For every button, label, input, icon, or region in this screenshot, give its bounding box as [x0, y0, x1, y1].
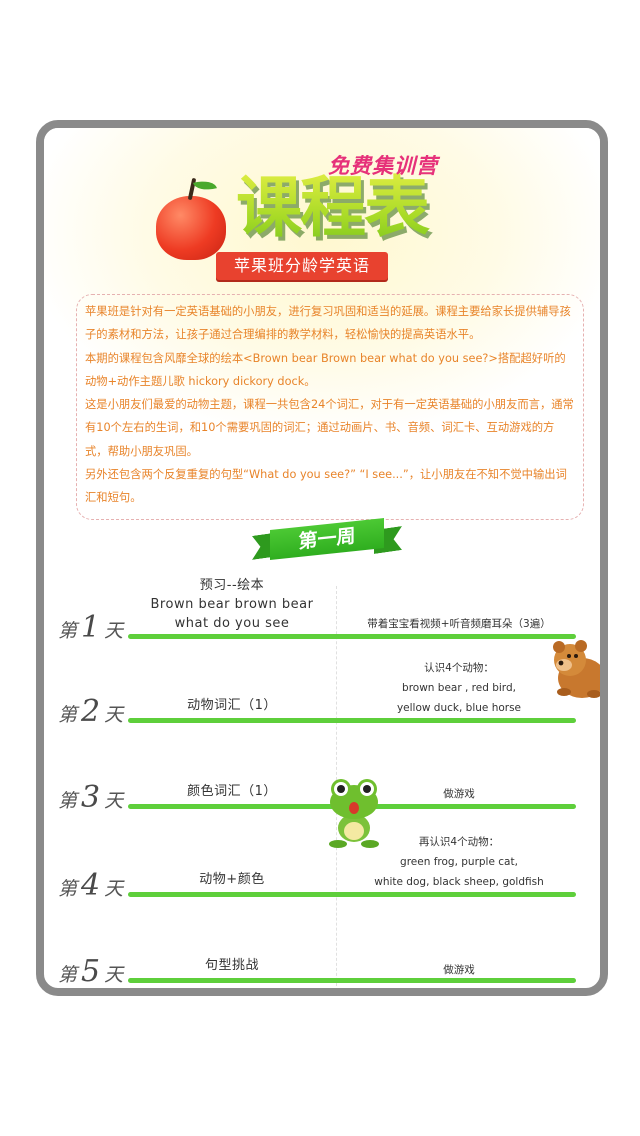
day-prefix: 第	[58, 964, 78, 986]
day-number: 3	[81, 780, 101, 815]
topic-line: 动物+颜色	[199, 872, 265, 887]
day-3-topic: 颜色词汇（1）	[128, 782, 336, 801]
intro-paragraph: 另外还包含两个反复重复的句型“What do you see?” “I see.…	[85, 468, 567, 505]
day-number: 1	[81, 610, 101, 645]
day-number: 5	[81, 954, 101, 989]
day-1-activity: 带着宝宝看视频+听音频磨耳朵（3遍）	[344, 614, 574, 634]
day-1-topic: 预习--绘本 Brown bear brown bear what do you…	[128, 576, 336, 633]
day-suffix: 天	[104, 790, 124, 812]
activity-line: 带着宝宝看视频+听音频磨耳朵（3遍）	[367, 618, 551, 630]
bear-illustration	[553, 640, 600, 698]
week-ribbon: 第一周	[252, 518, 402, 562]
topic-line: 句型挑战	[204, 958, 259, 973]
title-shadow: 课程表	[215, 162, 455, 262]
day-2-bar	[128, 718, 576, 723]
day-4-topic: 动物+颜色	[128, 870, 336, 889]
day-number: 2	[81, 694, 101, 729]
day-5-bar	[128, 978, 576, 983]
apple-icon	[156, 196, 226, 260]
intro-paragraph: 本期的课程包含风靡全球的绘本<Brown bear Brown bear wha…	[85, 351, 566, 388]
day-prefix: 第	[58, 878, 78, 900]
day-5-topic: 句型挑战	[128, 956, 336, 975]
topic-line: what do you see	[174, 616, 290, 631]
topic-line: 预习--绘本	[199, 578, 265, 593]
activity-line: green frog, purple cat,	[400, 856, 518, 868]
class-ribbon: 苹果班分龄学英语	[216, 252, 388, 280]
topic-line: 动物词汇（1）	[187, 698, 277, 713]
activity-line: white dog, black sheep, goldfish	[374, 876, 544, 888]
day-prefix: 第	[58, 620, 78, 642]
day-prefix: 第	[58, 704, 78, 726]
day-1-bar	[128, 634, 576, 639]
day-5-activity: 做游戏	[344, 960, 574, 980]
activity-line: 再认识4个动物：	[418, 836, 500, 848]
page-title: 课程表	[212, 158, 452, 258]
frog-illustration	[329, 779, 379, 848]
intro-paragraph: 这是小朋友们最爱的动物主题，课程一共包含24个词汇，对于有一定英语基础的小朋友而…	[85, 398, 574, 458]
day-prefix: 第	[58, 790, 78, 812]
day-suffix: 天	[104, 704, 124, 726]
intro-box: 苹果班是针对有一定英语基础的小朋友，进行复习巩固和适当的延展。课程主要给家长提供…	[76, 294, 584, 520]
topic-line: Brown bear brown bear	[150, 597, 314, 612]
topic-line: 颜色词汇（1）	[187, 784, 277, 799]
camp-badge: 免费集训营	[328, 154, 438, 178]
day-4-activity: 再认识4个动物： green frog, purple cat, white d…	[344, 832, 574, 892]
day-2-topic: 动物词汇（1）	[128, 696, 336, 715]
activity-line: 做游戏	[443, 788, 475, 800]
day-3-activity: 做游戏	[344, 784, 574, 804]
day-suffix: 天	[104, 878, 124, 900]
day-suffix: 天	[104, 620, 124, 642]
activity-line: 认识4个动物：	[424, 662, 494, 674]
intro-paragraph: 苹果班是针对有一定英语基础的小朋友，进行复习巩固和适当的延展。课程主要给家长提供…	[85, 305, 571, 342]
activity-line: 做游戏	[443, 964, 475, 976]
day-2-activity: 认识4个动物： brown bear , red bird, yellow du…	[344, 658, 574, 718]
day-number: 4	[81, 868, 101, 903]
day-4-bar	[128, 892, 576, 897]
activity-line: brown bear , red bird,	[402, 682, 516, 694]
schedule-card: 课程表 课程表 免费集训营 苹果班分龄学英语 苹果班是针对有一定英语基础的小朋友…	[36, 120, 608, 996]
activity-line: yellow duck, blue horse	[396, 702, 522, 714]
week-label: 第一周	[270, 518, 384, 560]
day-suffix: 天	[104, 964, 124, 986]
